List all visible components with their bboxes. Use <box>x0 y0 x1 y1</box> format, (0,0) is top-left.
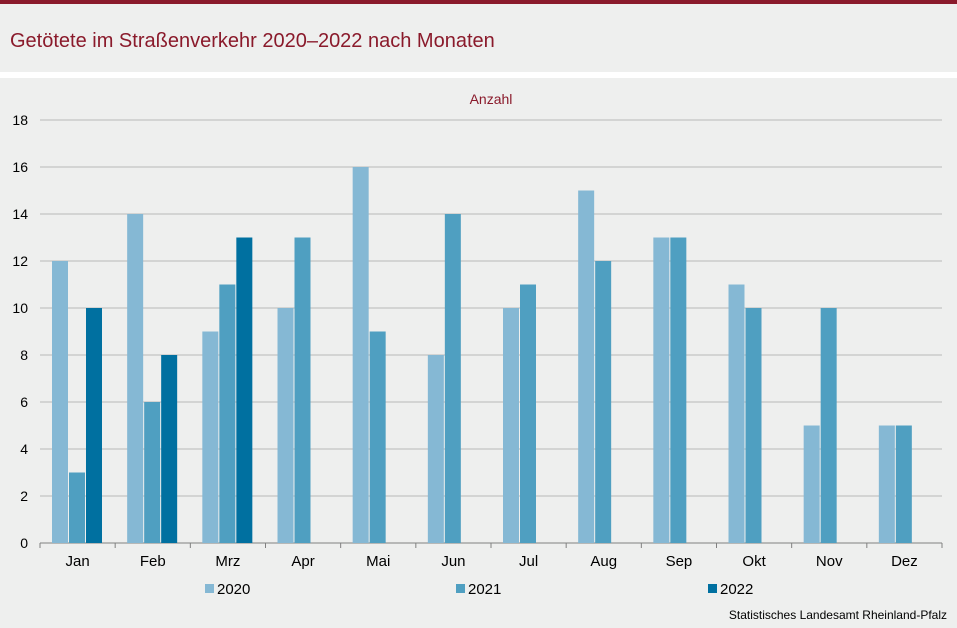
y-tick-label: 14 <box>12 206 28 222</box>
source-label: Statistisches Landesamt Rheinland-Pfalz <box>728 608 947 622</box>
chart-area: Anzahl 0 2 4 6 8 10 12 14 16 18 Jan Feb Mrz Apr Mai Jun J… <box>0 78 957 628</box>
y-tick-label: 16 <box>12 159 28 175</box>
bar-2020-feb <box>127 214 144 543</box>
x-tick-label: Feb <box>140 553 166 570</box>
bar-2021-jan <box>69 472 85 543</box>
bar-2021-nov <box>820 308 837 543</box>
bar-2021-sep <box>670 237 687 543</box>
legend-swatch-2022 <box>708 584 717 593</box>
bar-2020-okt <box>728 284 745 543</box>
x-tick-label: Mrz <box>215 553 240 570</box>
bar-2021-apr <box>294 237 311 543</box>
y-tick-label: 18 <box>12 112 28 128</box>
x-tick-label: Jul <box>519 553 538 570</box>
bar-2021-jun <box>444 214 461 543</box>
legend-label-2021: 2021 <box>468 581 501 598</box>
x-tick-label: Mai <box>366 553 390 570</box>
header-divider <box>0 72 957 78</box>
x-tick-label: Dez <box>891 553 918 570</box>
bar-2020-nov <box>803 425 820 543</box>
bar-2021-jul <box>520 284 536 543</box>
bar-2020-jun <box>427 355 444 543</box>
bar-2020-dez <box>878 425 895 543</box>
x-tick-label: Apr <box>291 553 314 570</box>
bar-2021-okt <box>745 308 762 543</box>
x-tick-label: Aug <box>590 553 617 570</box>
legend-label-2022: 2022 <box>720 581 753 598</box>
bar-2020-apr <box>277 308 294 543</box>
x-tick-label: Nov <box>816 553 843 570</box>
y-tick-label: 2 <box>20 488 28 504</box>
bar-2020-jan <box>52 261 68 543</box>
bar-2020-mrz <box>202 331 219 543</box>
x-tick-label: Okt <box>742 553 766 570</box>
header: Getötete im Straßenverkehr 2020–2022 nac… <box>0 4 957 72</box>
bar-2020-jul <box>503 308 519 543</box>
y-tick-label: 10 <box>12 300 28 316</box>
bar-2020-mai <box>352 167 369 543</box>
x-tick-label: Sep <box>666 553 693 570</box>
bar-2021-aug <box>595 261 612 543</box>
y-tick-label: 4 <box>20 441 28 457</box>
legend-swatch-2020 <box>205 584 214 593</box>
bar-2022-jan <box>86 308 102 543</box>
y-tick-label: 12 <box>12 253 28 269</box>
chart-title: Getötete im Straßenverkehr 2020–2022 nac… <box>10 30 495 52</box>
y-axis-label: Anzahl <box>470 91 513 107</box>
bar-2020-aug <box>578 190 595 543</box>
y-tick-label: 8 <box>20 347 28 363</box>
bar-2021-feb <box>144 402 161 543</box>
legend-swatch-2021 <box>456 584 465 593</box>
y-tick-label: 6 <box>20 394 28 410</box>
bar-2021-dez <box>895 425 912 543</box>
legend-label-2020: 2020 <box>217 581 250 598</box>
top-accent-bar <box>0 0 957 4</box>
y-tick-label: 0 <box>20 535 28 551</box>
bar-2020-sep <box>653 237 670 543</box>
bar-chart: Anzahl 0 2 4 6 8 10 12 14 16 18 Jan Feb Mrz Apr Mai Jun J… <box>12 91 943 598</box>
bar-2021-mrz <box>219 284 236 543</box>
bar-2022-mrz <box>236 237 253 543</box>
x-tick-label: Jun <box>441 553 465 570</box>
x-tick-label: Jan <box>65 553 89 570</box>
bar-2021-mai <box>369 331 386 543</box>
bar-2022-feb <box>161 355 178 543</box>
